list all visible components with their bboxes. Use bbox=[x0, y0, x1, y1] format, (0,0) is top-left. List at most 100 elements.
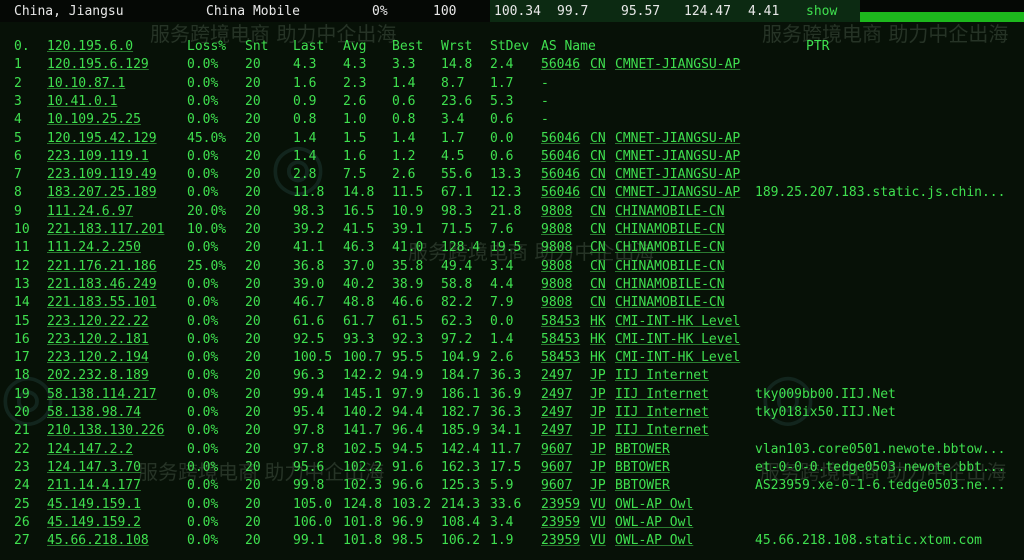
country[interactable]: CN bbox=[590, 203, 606, 219]
country[interactable]: CN bbox=[590, 295, 606, 311]
hop-ip[interactable]: 124.147.3.70 bbox=[47, 459, 141, 475]
asn[interactable]: 2497 bbox=[541, 368, 573, 384]
as-name[interactable]: CHINAMOBILE-CN bbox=[615, 295, 725, 311]
country[interactable]: VU bbox=[590, 533, 606, 549]
country[interactable]: JP bbox=[590, 368, 606, 384]
country[interactable]: JP bbox=[590, 423, 606, 439]
asn[interactable]: 9607 bbox=[541, 459, 573, 475]
as-name[interactable]: BBTOWER bbox=[615, 478, 670, 494]
hop-ip[interactable]: 223.120.2.181 bbox=[47, 331, 149, 347]
country[interactable]: CN bbox=[590, 148, 606, 164]
country[interactable]: CN bbox=[590, 276, 606, 292]
asn[interactable]: 23959 bbox=[541, 514, 581, 530]
asn[interactable]: 9808 bbox=[541, 276, 573, 292]
asn[interactable]: 56046 bbox=[541, 167, 581, 183]
hop-ip[interactable]: 124.147.2.2 bbox=[47, 441, 134, 457]
asn[interactable]: 9808 bbox=[541, 222, 573, 237]
as-name[interactable]: CMI-INT-HK Level bbox=[615, 350, 741, 366]
asn[interactable]: 9607 bbox=[541, 478, 573, 494]
asn[interactable]: 56046 bbox=[541, 130, 581, 146]
country[interactable]: CN bbox=[590, 167, 606, 183]
as-name[interactable]: CMNET-JIANGSU-AP bbox=[615, 185, 741, 201]
asn[interactable]: 58453 bbox=[541, 313, 581, 329]
country[interactable]: CN bbox=[590, 57, 606, 73]
hop-ip[interactable]: 45.149.159.1 bbox=[47, 496, 141, 512]
as-name[interactable]: CMNET-JIANGSU-AP bbox=[615, 148, 741, 164]
hop-ip[interactable]: 120.195.6.129 bbox=[47, 57, 149, 73]
as-name[interactable]: CHINAMOBILE-CN bbox=[615, 258, 725, 274]
asn[interactable]: 56046 bbox=[541, 57, 581, 73]
hop-ip[interactable]: 111.24.2.250 bbox=[47, 240, 141, 256]
country[interactable]: CN bbox=[590, 240, 606, 256]
country[interactable]: VU bbox=[590, 496, 606, 512]
as-name[interactable]: BBTOWER bbox=[615, 459, 670, 475]
hop-ip[interactable]: 10.41.0.1 bbox=[47, 93, 118, 109]
country[interactable]: HK bbox=[590, 350, 606, 366]
asn[interactable]: 58453 bbox=[541, 350, 581, 366]
country[interactable]: CN bbox=[590, 130, 606, 146]
asn[interactable]: 56046 bbox=[541, 185, 581, 201]
as-name[interactable]: CMNET-JIANGSU-AP bbox=[615, 130, 741, 146]
as-name[interactable]: CMNET-JIANGSU-AP bbox=[615, 57, 741, 73]
hop-ip[interactable]: 10.10.87.1 bbox=[47, 75, 126, 91]
asn[interactable]: 2497 bbox=[541, 386, 573, 402]
hop-ip[interactable]: 221.176.21.186 bbox=[47, 258, 157, 274]
as-name[interactable]: CMI-INT-HK Level bbox=[615, 313, 741, 329]
country[interactable]: VU bbox=[590, 514, 606, 530]
hop-ip[interactable]: 10.109.25.25 bbox=[47, 112, 141, 128]
country[interactable]: JP bbox=[590, 386, 606, 402]
as-name[interactable]: IIJ Internet bbox=[615, 423, 709, 439]
asn[interactable]: 58453 bbox=[541, 331, 581, 347]
hop-ip[interactable]: 223.109.119.49 bbox=[47, 167, 157, 183]
country[interactable]: HK bbox=[590, 331, 606, 347]
as-name[interactable]: CMNET-JIANGSU-AP bbox=[615, 167, 741, 183]
hop-ip[interactable]: 223.109.119.1 bbox=[47, 148, 149, 164]
hop-ip[interactable]: 58.138.114.217 bbox=[47, 386, 157, 402]
hop-ip[interactable]: 223.120.22.22 bbox=[47, 313, 149, 329]
asn[interactable]: 23959 bbox=[541, 496, 581, 512]
hop-ip[interactable]: 45.66.218.108 bbox=[47, 533, 149, 549]
as-name[interactable]: CMI-INT-HK Level bbox=[615, 331, 741, 347]
hop-ip[interactable]: 210.138.130.226 bbox=[47, 423, 165, 439]
country[interactable]: JP bbox=[590, 478, 606, 494]
as-name[interactable]: CHINAMOBILE-CN bbox=[615, 203, 725, 219]
asn[interactable]: 9607 bbox=[541, 441, 573, 457]
as-name[interactable]: IIJ Internet bbox=[615, 386, 709, 402]
asn[interactable]: 2497 bbox=[541, 423, 573, 439]
asn[interactable]: 9808 bbox=[541, 240, 573, 256]
as-name[interactable]: CHINAMOBILE-CN bbox=[615, 240, 725, 256]
country[interactable]: CN bbox=[590, 185, 606, 201]
as-name[interactable]: IIJ Internet bbox=[615, 405, 709, 420]
hop-ip[interactable]: 211.14.4.177 bbox=[47, 478, 141, 494]
country[interactable]: JP bbox=[590, 405, 606, 420]
as-name[interactable]: CHINAMOBILE-CN bbox=[615, 222, 725, 237]
country[interactable]: CN bbox=[590, 222, 606, 237]
country[interactable]: JP bbox=[590, 459, 606, 475]
hop-ip[interactable]: 221.183.117.201 bbox=[47, 222, 165, 237]
hop-ip[interactable]: 120.195.42.129 bbox=[47, 130, 157, 146]
as-name[interactable]: CHINAMOBILE-CN bbox=[615, 276, 725, 292]
hop-ip[interactable]: 221.183.55.101 bbox=[47, 295, 157, 311]
hop-ip[interactable]: 58.138.98.74 bbox=[47, 405, 141, 420]
asn[interactable]: 9808 bbox=[541, 295, 573, 311]
hop-ip[interactable]: 111.24.6.97 bbox=[47, 203, 134, 219]
hop-ip[interactable]: 223.120.2.194 bbox=[47, 350, 149, 366]
asn[interactable]: 2497 bbox=[541, 405, 573, 420]
country[interactable]: HK bbox=[590, 313, 606, 329]
target-ip[interactable]: 120.195.6.0 bbox=[47, 39, 134, 54]
asn[interactable]: 56046 bbox=[541, 148, 581, 164]
as-name[interactable]: OWL-AP Owl bbox=[615, 533, 694, 549]
hop-ip[interactable]: 183.207.25.189 bbox=[47, 185, 157, 201]
as-name[interactable]: OWL-AP Owl bbox=[615, 514, 694, 530]
as-name[interactable]: OWL-AP Owl bbox=[615, 496, 694, 512]
country[interactable]: JP bbox=[590, 441, 606, 457]
hop-ip[interactable]: 45.149.159.2 bbox=[47, 514, 141, 530]
as-name[interactable]: BBTOWER bbox=[615, 441, 670, 457]
show-link[interactable]: show bbox=[806, 4, 838, 19]
hop-ip[interactable]: 221.183.46.249 bbox=[47, 276, 157, 292]
asn[interactable]: 23959 bbox=[541, 533, 581, 549]
country[interactable]: CN bbox=[590, 258, 606, 274]
asn[interactable]: 9808 bbox=[541, 258, 573, 274]
as-name[interactable]: IIJ Internet bbox=[615, 368, 709, 384]
asn[interactable]: 9808 bbox=[541, 203, 573, 219]
